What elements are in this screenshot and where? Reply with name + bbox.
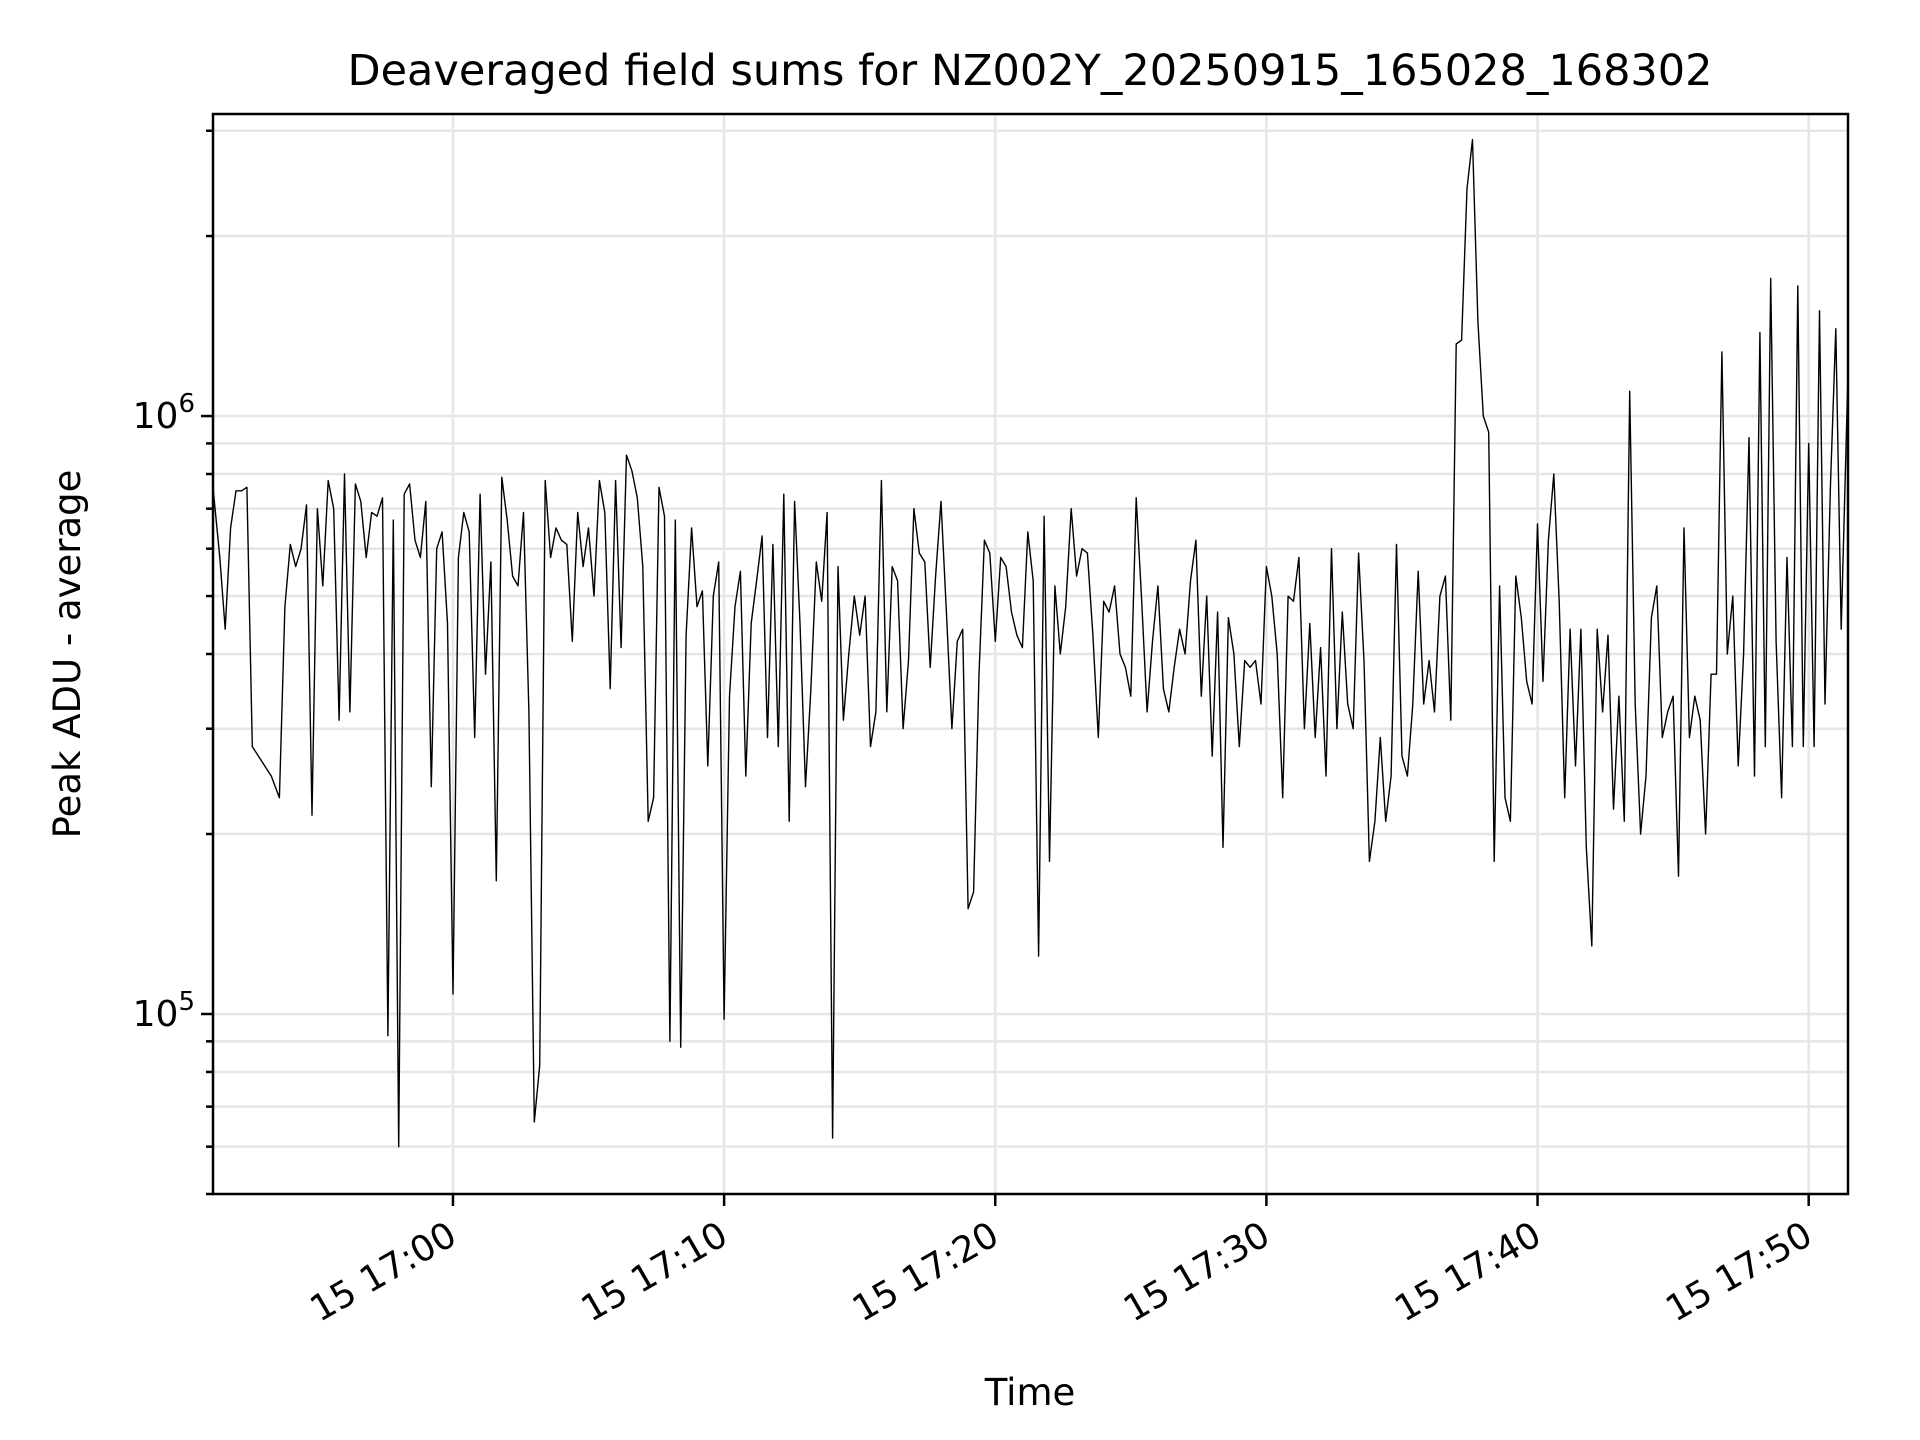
grid bbox=[213, 114, 1848, 1196]
series-layer bbox=[212, 138, 1849, 1148]
y-axis-label: Peak ADU - average bbox=[46, 470, 89, 839]
series-line bbox=[212, 138, 1849, 1148]
y-axis: 105 106 bbox=[133, 129, 213, 1196]
y-tick-label: 106 bbox=[133, 389, 195, 437]
y-tick-label: 105 bbox=[133, 987, 195, 1035]
chart-title: Deaveraged field sums for NZ002Y_2025091… bbox=[347, 46, 1712, 96]
x-axis-label: Time bbox=[984, 1371, 1076, 1414]
